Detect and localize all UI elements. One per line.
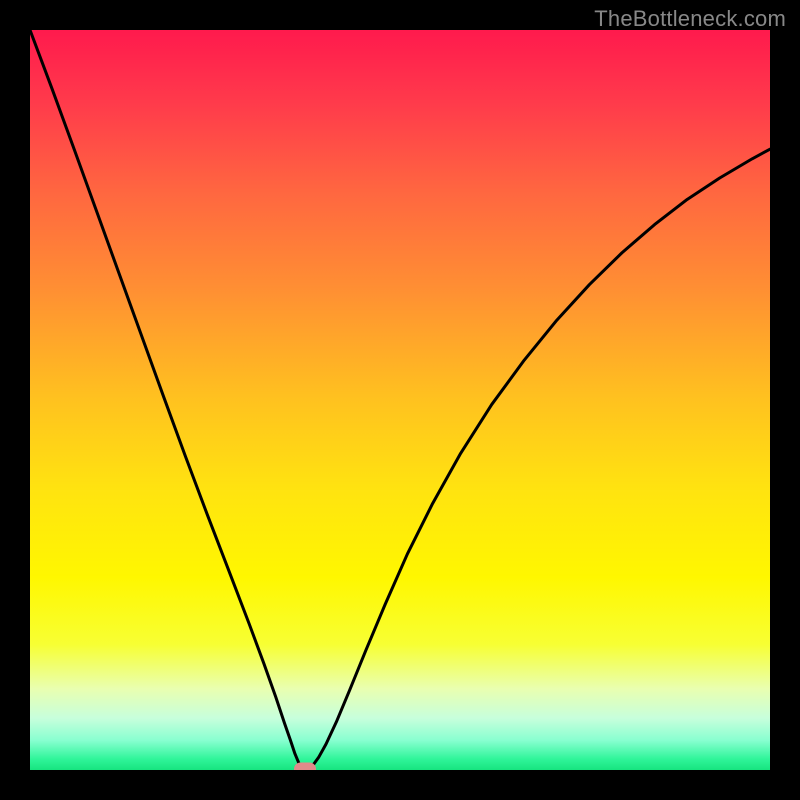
plot-area	[30, 30, 770, 770]
watermark-text: TheBottleneck.com	[594, 6, 786, 32]
chart-canvas: TheBottleneck.com	[0, 0, 800, 800]
bottleneck-curve	[30, 30, 770, 770]
optimal-point-marker	[294, 762, 316, 770]
